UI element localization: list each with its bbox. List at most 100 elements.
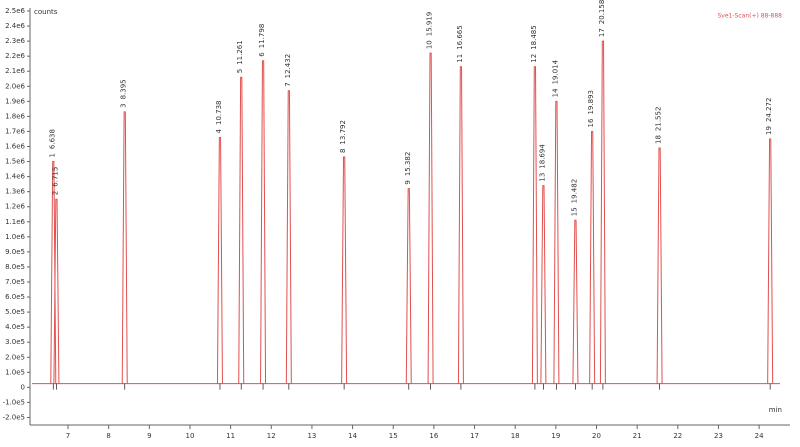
y-tick-label: 2.0e5 bbox=[5, 353, 25, 361]
peak-time: 8.395 bbox=[120, 79, 128, 99]
y-tick-label: 1.8e6 bbox=[5, 112, 25, 120]
y-tick-label: 1.0e5 bbox=[5, 368, 25, 376]
x-tick-label: 24 bbox=[755, 432, 764, 440]
peak-time: 19.893 bbox=[587, 90, 595, 115]
peak-number: 5 bbox=[236, 69, 244, 73]
y-tick-label: 0 bbox=[21, 383, 25, 391]
peak-number: 4 bbox=[215, 128, 223, 133]
peak-time: 19.014 bbox=[551, 59, 559, 84]
y-tick-label: 1.4e6 bbox=[5, 173, 25, 181]
legend: Sve1-Scan(+) 88-888 bbox=[718, 13, 783, 20]
peak-number: 6 bbox=[258, 52, 266, 57]
peak-label: 18 21.552 bbox=[655, 107, 663, 144]
y-tick-label: 2.5e6 bbox=[5, 7, 25, 15]
peak-time: 6.715 bbox=[51, 167, 59, 187]
peak-label: 10 15.919 bbox=[426, 12, 434, 49]
peak bbox=[553, 100, 560, 384]
peak-number: 12 bbox=[530, 54, 538, 63]
peak-time: 19.482 bbox=[570, 179, 578, 204]
y-tick-label: 9.0e5 bbox=[5, 248, 25, 256]
x-tick-label: 12 bbox=[267, 432, 276, 440]
peak-label: 19 24.272 bbox=[765, 98, 773, 135]
peak-time: 24.272 bbox=[765, 98, 773, 123]
peak-time: 18.694 bbox=[538, 144, 546, 169]
y-axis-label: counts bbox=[34, 8, 58, 16]
y-tick-label: 1.7e6 bbox=[5, 127, 25, 135]
peak-label: 13 18.694 bbox=[538, 144, 546, 182]
peak-number: 2 bbox=[51, 191, 59, 195]
peak bbox=[531, 66, 538, 384]
peak bbox=[260, 60, 267, 384]
x-tick-label: 13 bbox=[307, 432, 316, 440]
peak-label: 9 15.382 bbox=[404, 152, 412, 185]
peak-number: 15 bbox=[570, 207, 578, 216]
peak bbox=[427, 52, 434, 384]
peak-number: 9 bbox=[404, 180, 412, 184]
peak bbox=[285, 90, 292, 384]
y-tick-label: 8.0e5 bbox=[5, 263, 25, 271]
peak-number: 7 bbox=[284, 82, 292, 86]
y-tick-label: 2.1e6 bbox=[5, 67, 25, 75]
peak-number: 19 bbox=[765, 126, 773, 135]
x-tick-label: 15 bbox=[389, 432, 398, 440]
peak-time: 6.638 bbox=[48, 129, 56, 149]
x-tick-label: 14 bbox=[348, 432, 357, 440]
peak bbox=[238, 76, 245, 384]
peak-time: 15.919 bbox=[426, 12, 434, 37]
peak-label: 2 6.715 bbox=[51, 167, 59, 196]
peak bbox=[53, 198, 60, 384]
peak-time: 11.261 bbox=[236, 40, 244, 65]
peak-number: 16 bbox=[587, 118, 595, 127]
peak-label: 11 16.665 bbox=[456, 25, 464, 62]
peak-label: 8 13.792 bbox=[339, 120, 347, 153]
x-tick-label: 7 bbox=[66, 432, 70, 440]
y-tick-label: 7.0e5 bbox=[5, 278, 25, 286]
peak-time: 16.665 bbox=[456, 25, 464, 50]
peak-time: 13.792 bbox=[339, 120, 347, 145]
peak-label: 4 10.738 bbox=[215, 100, 223, 133]
peak-label: 1 6.638 bbox=[48, 129, 56, 158]
y-tick-label: 1.1e6 bbox=[5, 218, 25, 226]
x-tick-label: 23 bbox=[714, 432, 723, 440]
y-tick-label: 1.9e6 bbox=[5, 97, 25, 105]
peak-label: 14 19.014 bbox=[551, 59, 559, 97]
peak-time: 15.382 bbox=[404, 152, 412, 177]
peak-number: 17 bbox=[598, 28, 606, 37]
x-tick-label: 21 bbox=[633, 432, 642, 440]
x-tick-label: 18 bbox=[511, 432, 520, 440]
y-tick-label: 2.4e6 bbox=[5, 22, 25, 30]
x-axis-label: min bbox=[769, 406, 782, 414]
peak bbox=[540, 185, 547, 384]
peak-number: 18 bbox=[655, 135, 663, 144]
y-tick-label: 3.0e5 bbox=[5, 338, 25, 346]
y-tick-label: -2.0e5 bbox=[3, 413, 25, 421]
y-tick-label: 2.0e6 bbox=[5, 82, 25, 90]
peak bbox=[599, 40, 606, 384]
x-tick-label: 10 bbox=[186, 432, 195, 440]
y-tick-label: 2.2e6 bbox=[5, 52, 25, 60]
peak-time: 21.552 bbox=[655, 107, 663, 132]
peak-number: 14 bbox=[551, 88, 559, 97]
peak bbox=[572, 219, 579, 384]
y-tick-label: -1.0e5 bbox=[3, 398, 25, 406]
peak-number: 3 bbox=[120, 103, 128, 107]
y-tick-label: 2.3e6 bbox=[5, 37, 25, 45]
peak bbox=[341, 156, 348, 384]
peak bbox=[216, 136, 223, 384]
y-tick-label: 1.3e6 bbox=[5, 188, 25, 196]
peak-label: 5 11.261 bbox=[236, 40, 244, 73]
peak-number: 1 bbox=[48, 153, 56, 157]
peak-time: 18.485 bbox=[530, 25, 538, 50]
peak bbox=[589, 130, 596, 384]
peak-label: 6 11.798 bbox=[258, 24, 266, 57]
x-tick-label: 8 bbox=[106, 432, 110, 440]
peak-number: 11 bbox=[456, 54, 464, 63]
peak-number: 13 bbox=[538, 173, 546, 182]
peak-label: 17 20.158 bbox=[598, 0, 606, 37]
peak-label: 16 19.893 bbox=[587, 90, 595, 127]
peak bbox=[405, 188, 412, 384]
y-tick-label: 1.5e6 bbox=[5, 158, 25, 166]
y-tick-label: 5.0e5 bbox=[5, 308, 25, 316]
peak bbox=[121, 111, 128, 384]
peak-time: 10.738 bbox=[215, 100, 223, 125]
